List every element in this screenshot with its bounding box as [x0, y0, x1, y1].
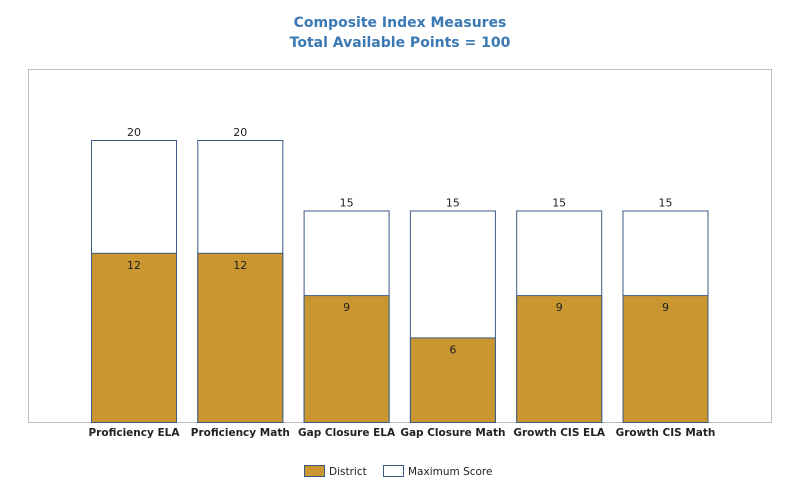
legend-label: District — [329, 466, 367, 478]
legend-swatch — [383, 465, 404, 477]
data-label-maximum-score: 15 — [552, 197, 566, 210]
x-tick-label: Proficiency Math — [191, 427, 290, 439]
x-tick-label: Growth CIS ELA — [513, 427, 606, 439]
bar-district — [622, 295, 709, 424]
x-tick-label: Gap Closure ELA — [298, 427, 396, 439]
data-label-district: 9 — [343, 301, 350, 314]
chart-title: Composite Index Measures — [293, 15, 507, 31]
bar-district — [516, 295, 603, 424]
bar-district — [91, 252, 177, 423]
data-label-district: 9 — [662, 301, 669, 314]
chart-subtitle: Total Available Points = 100 — [289, 35, 511, 51]
data-label-maximum-score: 15 — [659, 197, 673, 210]
data-label-district: 9 — [556, 301, 563, 314]
data-label-district: 6 — [449, 343, 456, 356]
legend-swatch — [304, 465, 325, 477]
data-label-maximum-score: 15 — [340, 197, 354, 210]
data-label-maximum-score: 20 — [127, 126, 141, 139]
data-label-district: 12 — [233, 259, 247, 272]
bar-district — [303, 295, 390, 424]
x-tick-label: Growth CIS Math — [616, 427, 716, 439]
data-label-maximum-score: 20 — [233, 126, 247, 139]
bar-district — [197, 252, 284, 423]
legend: District Maximum Score — [304, 465, 492, 478]
x-tick-label: Proficiency ELA — [88, 427, 180, 439]
data-label-maximum-score: 15 — [446, 197, 460, 210]
bar-district — [409, 337, 496, 423]
x-tick-label: Gap Closure Math — [400, 427, 505, 439]
data-label-district: 12 — [127, 259, 141, 272]
legend-label: Maximum Score — [408, 466, 492, 478]
